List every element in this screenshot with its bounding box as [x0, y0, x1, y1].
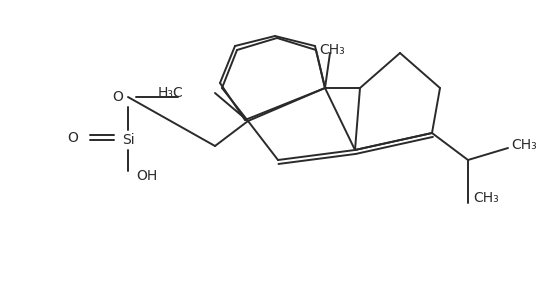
Text: Si: Si — [122, 133, 135, 147]
Text: CH₃: CH₃ — [511, 138, 537, 152]
Text: H₃C: H₃C — [157, 86, 183, 100]
Text: O: O — [112, 90, 123, 104]
Text: CH₃: CH₃ — [473, 191, 498, 205]
Text: CH₃: CH₃ — [319, 43, 345, 57]
Text: O: O — [67, 131, 78, 145]
Text: OH: OH — [136, 169, 157, 183]
